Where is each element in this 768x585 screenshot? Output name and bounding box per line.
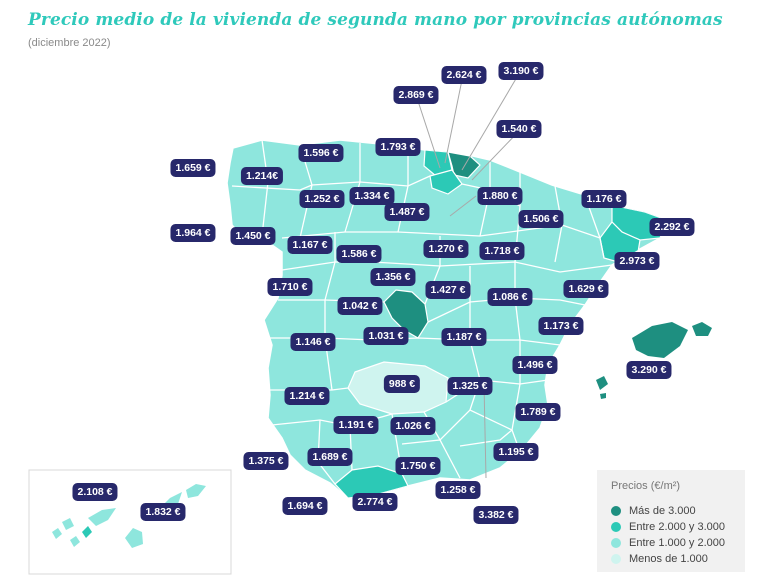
map-title: Precio medio de la vivienda de segunda m… [28,10,723,30]
price-label: 1.789 € [515,403,561,421]
price-label: 1.750 € [395,457,441,475]
price-label: 1.964 € [170,224,216,242]
island-mallorca [632,322,688,358]
price-label: 2.292 € [649,218,695,236]
legend-item: Entre 2.000 y 3.000 [611,519,725,535]
price-label: 2.869 € [393,86,439,104]
map-subtitle: (diciembre 2022) [28,37,111,49]
leader-lines [415,71,521,479]
legend-swatch [611,554,621,564]
legend-item: Más de 3.000 [611,503,725,519]
price-label: 1.832 € [140,503,186,521]
price-label: 2.774 € [352,493,398,511]
price-label: 1.496 € [512,356,558,374]
price-label: 1.191 € [333,416,379,434]
price-label: 1.031 € [363,327,409,345]
legend-list: Más de 3.000 Entre 2.000 y 3.000 Entre 1… [611,503,725,567]
price-label: 1.659 € [170,159,216,177]
price-label: 1.540 € [496,120,542,138]
price-label: 1.375 € [243,452,289,470]
price-label: 1.176 € [581,190,627,208]
price-label: 1.793 € [375,138,421,156]
price-label: 2.973 € [614,252,660,270]
legend-label: Más de 3.000 [629,505,696,517]
price-label: 1.146 € [290,333,336,351]
legend-swatch [611,522,621,532]
province-alava [429,169,463,195]
legend-label: Entre 1.000 y 2.000 [629,537,726,549]
price-label: 1.356 € [370,268,416,286]
price-label: 1.086 € [487,288,533,306]
price-label: 1.689 € [307,448,353,466]
price-label: 1.042 € [337,297,383,315]
price-label: 1.195 € [493,443,539,461]
island-menorca [692,322,712,336]
legend-title: Precios (€/m²) [611,480,681,492]
price-label: 1.506 € [518,210,564,228]
price-label: 1.252 € [299,190,345,208]
legend: Precios (€/m²) Más de 3.000 Entre 2.000 … [597,470,745,572]
price-label: 3.290 € [626,361,672,379]
canary-islands-2000-3000 [82,526,92,538]
price-label: 1.586 € [336,245,382,263]
price-label: 988 € [383,375,421,393]
price-label: 3.382 € [473,506,519,524]
legend-item: Entre 1.000 y 2.000 [611,535,725,551]
price-label: 1.450 € [230,227,276,245]
canary-islands [52,484,206,548]
legend-label: Entre 2.000 y 3.000 [629,521,726,533]
price-label: 1.187 € [441,328,487,346]
price-label: 2.108 € [72,483,118,501]
price-label: 2.624 € [441,66,487,84]
price-label: 1.325 € [447,377,493,395]
legend-swatch [611,538,621,548]
price-label: 1.167 € [287,236,333,254]
price-label: 1.629 € [563,280,609,298]
price-label: 1.427 € [425,281,471,299]
price-label: 1.214 € [284,387,330,405]
price-label: 1.596 € [298,144,344,162]
island-formentera [600,393,606,399]
price-label: 1.487 € [384,203,430,221]
price-label: 1.710 € [267,278,313,296]
island-ibiza [596,376,608,390]
price-label: 1.026 € [390,417,436,435]
price-label: 1.173 € [538,317,584,335]
legend-swatch [611,506,621,516]
price-label: 1.334 € [349,187,395,205]
price-label: 1.694 € [282,497,328,515]
price-label: 1.270 € [423,240,469,258]
price-label: 1.258 € [435,481,481,499]
legend-item: Menos de 1.000 [611,551,725,567]
price-label: 1.718 € [479,242,525,260]
price-label: 3.190 € [498,62,544,80]
legend-label: Menos de 1.000 [629,553,708,565]
price-label: 1.880 € [477,187,523,205]
price-label: 1.214€ [240,167,284,185]
